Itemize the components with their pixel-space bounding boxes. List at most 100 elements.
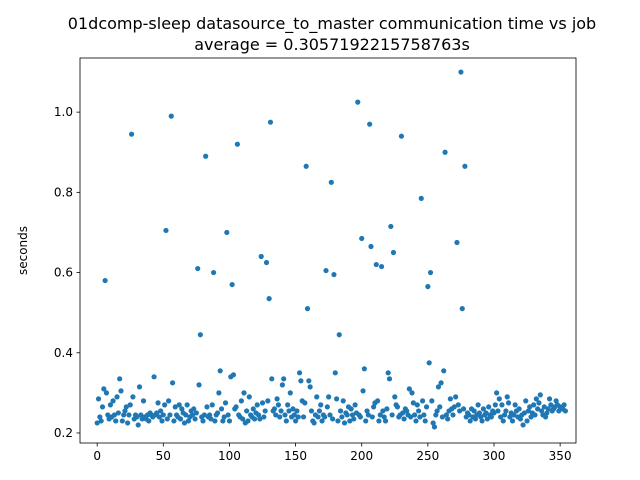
data-point (371, 404, 377, 410)
data-point (204, 404, 210, 410)
data-point (238, 398, 244, 404)
data-point (363, 418, 369, 424)
data-point (331, 271, 337, 278)
data-point (197, 332, 203, 338)
data-point (491, 410, 497, 416)
data-point (298, 378, 304, 384)
data-point (164, 416, 170, 422)
data-point (527, 404, 533, 410)
data-point (192, 416, 198, 422)
data-point (404, 408, 410, 414)
data-point (484, 416, 490, 422)
data-point (97, 414, 103, 420)
data-point (183, 412, 189, 418)
data-point (381, 414, 387, 420)
data-point (494, 390, 500, 396)
data-point (163, 227, 169, 234)
data-point (541, 404, 547, 410)
data-point (349, 412, 356, 418)
data-point (259, 400, 266, 406)
data-point (503, 408, 509, 414)
data-point (505, 400, 512, 406)
data-point (410, 400, 416, 406)
data-point (394, 404, 401, 410)
data-point (274, 396, 280, 402)
data-point (94, 420, 100, 426)
y-tick-label: 0.4 (54, 346, 73, 360)
data-point (328, 179, 334, 185)
data-point (471, 408, 477, 414)
data-point (208, 416, 214, 422)
data-point (334, 396, 340, 402)
data-point (179, 406, 185, 412)
data-point (442, 149, 448, 155)
data-point (525, 408, 531, 414)
data-point (528, 414, 534, 420)
data-point (265, 398, 271, 404)
data-point (339, 414, 345, 420)
data-point (357, 414, 364, 420)
x-tick-label: 300 (483, 449, 506, 463)
data-point (251, 416, 258, 422)
data-point (258, 253, 264, 260)
data-point (216, 390, 222, 396)
data-point (409, 390, 415, 396)
data-point (532, 412, 538, 418)
data-point (386, 376, 393, 382)
data-point (111, 412, 117, 418)
data-point (524, 418, 530, 424)
data-point (224, 229, 230, 236)
data-point (158, 408, 164, 414)
data-point (207, 412, 213, 418)
data-point (512, 402, 518, 408)
data-point (347, 418, 353, 424)
data-point (523, 398, 529, 404)
data-point (488, 414, 494, 420)
data-point (483, 410, 489, 416)
x-tick-label: 350 (549, 449, 572, 463)
data-point (95, 396, 102, 402)
data-point (275, 402, 281, 408)
data-point (99, 404, 106, 410)
data-point (322, 414, 328, 420)
data-point (314, 394, 320, 400)
data-point (146, 418, 152, 424)
data-point (520, 422, 526, 428)
data-point (230, 372, 237, 378)
data-point (160, 412, 166, 418)
data-point (277, 414, 283, 420)
data-point (136, 384, 143, 390)
data-point (210, 269, 217, 276)
data-point (504, 394, 510, 400)
data-point (495, 408, 501, 414)
data-point (445, 416, 451, 422)
data-point (412, 412, 418, 418)
data-point (418, 195, 424, 201)
data-point (193, 410, 199, 416)
data-point (233, 404, 239, 410)
x-tick-label: 150 (284, 449, 307, 463)
data-point (196, 382, 202, 388)
data-point (245, 418, 251, 424)
data-point (324, 404, 330, 410)
data-point (222, 400, 229, 406)
data-point (476, 410, 483, 416)
data-point (496, 396, 502, 402)
data-point (392, 394, 398, 400)
data-point (130, 394, 136, 400)
data-point (360, 388, 366, 394)
data-point (330, 416, 336, 422)
data-point (209, 402, 215, 408)
data-point (562, 408, 569, 414)
data-point (300, 414, 307, 420)
data-point (226, 418, 233, 424)
data-point (376, 418, 382, 424)
data-point (191, 406, 197, 412)
data-point (122, 408, 128, 414)
data-point (498, 414, 504, 420)
y-tick-label: 1.0 (54, 105, 73, 119)
data-point (459, 306, 465, 312)
data-point (262, 408, 268, 414)
